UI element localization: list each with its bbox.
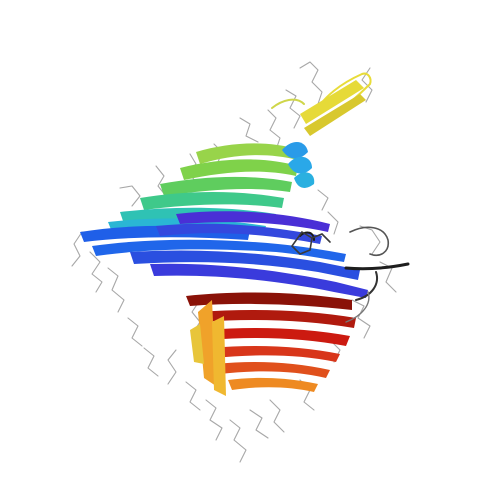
loop <box>271 98 305 109</box>
wire <box>107 267 125 313</box>
strand-arrow <box>176 211 330 232</box>
red-orange-sheet <box>186 292 356 396</box>
ligand-bond <box>290 230 313 255</box>
cyan-helix <box>282 141 315 188</box>
strand <box>212 316 226 396</box>
strand <box>196 143 300 164</box>
wire <box>379 261 397 293</box>
wire <box>317 189 329 211</box>
loop <box>345 291 370 323</box>
strand-arrow <box>186 292 352 310</box>
wire <box>267 109 281 151</box>
wire <box>143 347 159 377</box>
ligand-bond <box>311 233 331 243</box>
wire <box>71 231 83 267</box>
wire <box>167 349 177 385</box>
dark-loops <box>299 226 410 323</box>
strand <box>140 192 284 210</box>
wire <box>205 399 223 441</box>
wire <box>285 89 301 129</box>
wire <box>127 317 143 347</box>
blue-sheet <box>80 211 368 298</box>
strand-arrow <box>206 328 350 346</box>
wire <box>89 251 103 293</box>
helix-turn <box>288 156 312 174</box>
strand-arrow <box>156 223 322 244</box>
wire <box>119 185 141 207</box>
strand-arrow <box>228 377 318 392</box>
loop <box>355 271 378 301</box>
strand-arrow <box>130 250 360 280</box>
strand-arrow <box>210 346 340 362</box>
wire <box>299 61 323 105</box>
helix-turn <box>294 172 315 188</box>
wire <box>359 225 381 255</box>
loop <box>299 231 315 241</box>
strand <box>160 176 292 196</box>
wire <box>351 299 371 339</box>
strand <box>190 324 204 364</box>
strand <box>180 159 298 180</box>
wire <box>185 381 201 411</box>
strand-arrow <box>216 362 330 378</box>
ligand-cluster <box>290 230 331 255</box>
wire <box>249 409 269 439</box>
wire <box>239 117 259 143</box>
strand <box>198 300 216 386</box>
strand-arrow <box>92 239 346 262</box>
strand <box>304 94 366 136</box>
strand-arrow <box>198 310 356 328</box>
wire <box>269 399 285 433</box>
c-terminal-tail <box>344 262 410 271</box>
top-hairpin <box>271 72 372 136</box>
strand <box>300 80 364 124</box>
wire <box>327 211 339 235</box>
wire <box>229 419 247 463</box>
loop <box>349 226 390 256</box>
helix-turn <box>282 141 308 159</box>
strand-arrow <box>150 263 368 298</box>
wire <box>155 165 167 197</box>
